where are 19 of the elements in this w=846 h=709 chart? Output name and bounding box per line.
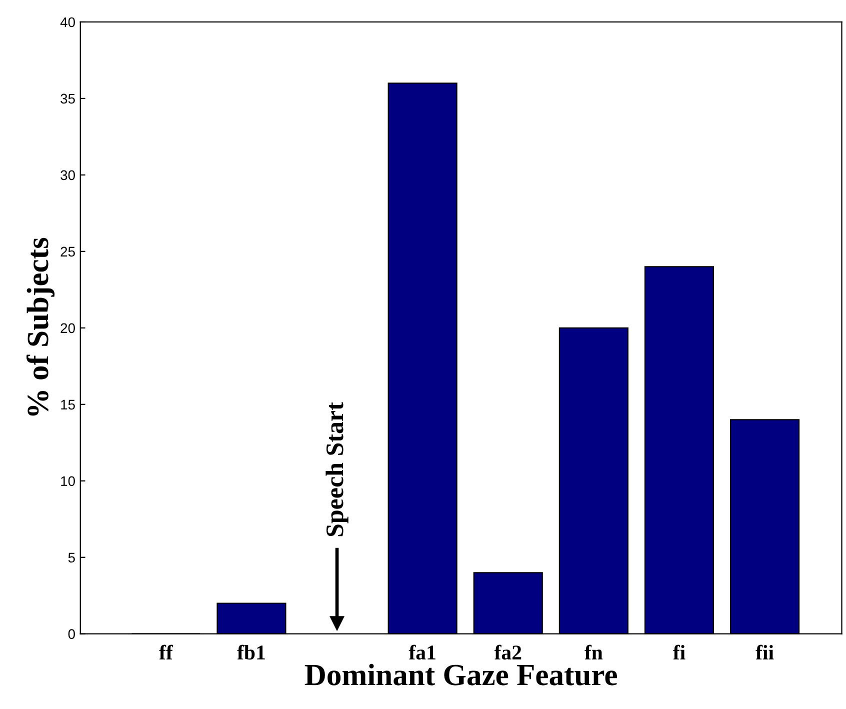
- x-axis-title: Dominant Gaze Feature: [304, 664, 617, 686]
- y-tick-label: 35: [60, 94, 75, 104]
- y-tick-label: 0: [68, 629, 75, 640]
- y-tick-label: 40: [60, 17, 75, 28]
- y-tick-label: 5: [68, 552, 75, 563]
- y-axis-title: % of Subjects: [26, 238, 55, 416]
- x-tick-label: fa1: [408, 644, 436, 660]
- y-tick-label: 20: [60, 323, 75, 334]
- x-tick-label: fb1: [237, 644, 265, 660]
- x-tick-label: fii: [756, 644, 774, 660]
- y-tick-label: 10: [61, 476, 75, 486]
- x-tick-label: fi: [673, 644, 686, 660]
- y-tick-label: 25: [60, 246, 75, 257]
- x-tick-label: fn: [584, 644, 603, 660]
- y-tick-label: 30: [60, 170, 75, 180]
- y-tick-label: 15: [61, 400, 75, 410]
- x-tick-label: fa2: [494, 644, 522, 660]
- x-tick-label: ff: [159, 644, 174, 660]
- annotation: Speech Start: [326, 402, 348, 536]
